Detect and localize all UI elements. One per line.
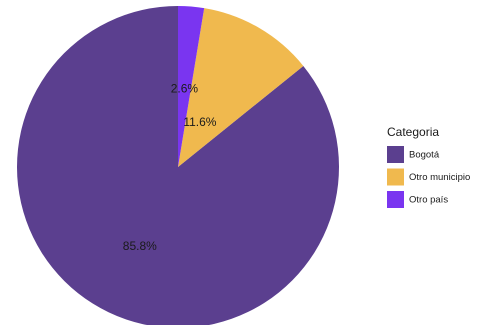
legend-swatch-3 [387,191,404,208]
pie-slice-otro-país [178,5,205,167]
legend-label-1: Bogotá [409,150,440,161]
legend-swatch-1 [387,146,404,163]
pie-slice-otro-municipio [178,8,304,168]
legend-label-2: Otro municipio [409,172,470,183]
slice-label-2: 11.6% [183,115,216,129]
pie-slices [17,5,339,325]
legend-swatch-2 [387,168,404,186]
slice-labels: 85.8% 11.6% 2.6% [123,81,217,253]
pie-slice-bogotá [17,6,339,325]
legend-items: Bogotá Otro municipio Otro país [387,146,470,208]
slice-label-1: 85.8% [123,239,157,253]
legend-title: Categoria [387,125,439,139]
legend: Categoria Bogotá Otro municipio Otro país [387,125,470,208]
legend-label-3: Otro país [409,195,448,206]
slice-label-3: 2.6% [171,81,199,95]
